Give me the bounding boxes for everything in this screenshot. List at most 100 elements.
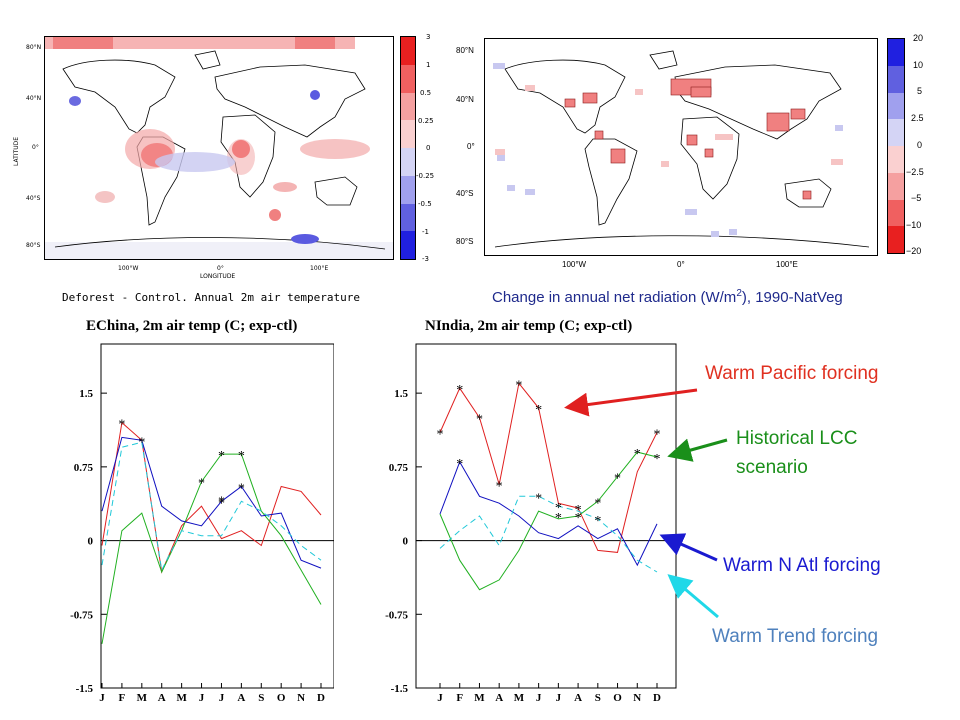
map-right-lat-tick: 0° <box>467 142 475 151</box>
lcc-label-line1: Historical LCC <box>736 428 858 449</box>
significance-star: * <box>238 482 245 497</box>
plot-frame <box>415 343 677 689</box>
y-tick-label: 0.75 <box>74 462 94 474</box>
temperature-map <box>44 36 394 260</box>
significance-star: * <box>238 449 245 464</box>
map-right-lon-tick: 0° <box>677 260 685 269</box>
x-tick-label: N <box>633 692 641 704</box>
significance-star: * <box>118 418 125 433</box>
x-tick-label: J <box>219 692 225 704</box>
x-tick-label: F <box>119 692 126 704</box>
significance-star: * <box>515 378 522 393</box>
temperature-colorbar <box>400 36 416 260</box>
significance-star: * <box>535 403 542 418</box>
series-line-green <box>101 453 322 644</box>
x-tick-label: J <box>199 692 205 704</box>
significance-star: * <box>654 452 661 467</box>
significance-star: * <box>456 383 463 398</box>
temp-cb-tick: -0.5 <box>418 200 432 208</box>
y-tick-label: -1.5 <box>391 683 409 695</box>
x-tick-label: S <box>595 692 601 704</box>
y-tick-label: -1.5 <box>76 683 94 695</box>
x-tick-label: J <box>556 692 562 704</box>
temperature-map-caption: Deforest - Control. Annual 2m air temper… <box>62 291 361 304</box>
map-left-lon-tick: 100°E <box>310 265 329 272</box>
x-tick-label: A <box>574 692 582 704</box>
map-left-xlabel: LONGITUDE <box>200 273 236 280</box>
radiation-map <box>484 38 878 256</box>
series-line-blue <box>101 436 322 569</box>
y-tick-label: 1.5 <box>79 388 93 400</box>
x-tick-label: A <box>158 692 166 704</box>
x-tick-label: D <box>653 692 661 704</box>
rad-cb-tick: 0 <box>917 140 923 150</box>
significance-star: * <box>654 427 661 442</box>
significance-star: * <box>437 427 444 442</box>
map-left-ylabel: LATITUDE <box>13 136 21 167</box>
significance-star: * <box>218 496 225 511</box>
x-tick-label: M <box>176 692 187 704</box>
nindia-chart-title: NIndia, 2m air temp (C; exp-ctl) <box>425 318 633 334</box>
natl-forcing-label: Warm N Atl forcing <box>723 555 881 576</box>
x-tick-label: N <box>297 692 305 704</box>
map-left-lat-tick: 40°N <box>26 95 42 102</box>
temp-cb-tick: 3 <box>426 33 431 41</box>
radiation-map-caption: Change in annual net radiation (W/m2), 1… <box>492 288 843 306</box>
significance-star: * <box>496 480 503 495</box>
rad-cb-tick: −10 <box>906 220 922 230</box>
map-right-lon-tick: 100°E <box>776 260 798 269</box>
significance-star: * <box>634 447 641 462</box>
y-tick-label: 1.5 <box>394 388 408 400</box>
x-tick-label: D <box>317 692 325 704</box>
rad-cb-tick: 10 <box>913 60 924 70</box>
significance-star: * <box>555 511 562 526</box>
y-tick-label: 0.75 <box>389 462 409 474</box>
significance-star: * <box>198 477 205 492</box>
y-tick-label: -0.75 <box>385 609 408 621</box>
rad-cb-tick: −20 <box>906 246 922 256</box>
temperature-map-graphic <box>45 37 393 259</box>
rad-cb-tick: 2.5 <box>911 113 924 123</box>
map-right-lat-tick: 80°S <box>456 237 474 246</box>
echina-line-chart: 1.50.750-0.75-1.5J F M A M J J A S O N D**** **** <box>70 343 334 704</box>
radiation-map-graphic <box>493 50 870 248</box>
temp-cb-tick: 0.25 <box>418 117 434 125</box>
x-tick-label: O <box>277 692 286 704</box>
temp-cb-tick: -0.25 <box>416 172 435 180</box>
series-line-blue <box>439 460 658 567</box>
lcc-arrow <box>667 438 728 462</box>
significance-star: * <box>535 491 542 506</box>
nindia-line-chart: 1.50.750-0.75-1.5J F M A M J J A S O N D********* **… <box>385 343 677 704</box>
series-line-red <box>439 382 658 553</box>
plot-frame <box>100 343 334 689</box>
temp-cb-tick: 0 <box>426 144 431 152</box>
radiation-colorbar <box>887 38 905 254</box>
map-right-lat-tick: 40°S <box>456 189 474 198</box>
x-tick-label: A <box>495 692 503 704</box>
x-tick-label: J <box>536 692 542 704</box>
significance-star: * <box>218 494 225 509</box>
map-left-lat-tick: 0° <box>32 144 39 151</box>
x-tick-label: M <box>514 692 525 704</box>
y-tick-label: 0 <box>403 536 409 548</box>
map-left-lat-tick: 80°S <box>26 242 41 249</box>
temp-cb-tick: -3 <box>422 255 429 263</box>
y-tick-label: -0.75 <box>70 609 93 621</box>
significance-star: * <box>614 472 621 487</box>
rad-cb-tick: −5 <box>911 193 922 203</box>
significance-star: * <box>138 435 145 450</box>
x-tick-label: J <box>437 692 443 704</box>
rad-cb-tick: 5 <box>917 86 923 96</box>
significance-star: * <box>594 496 601 511</box>
map-right-lat-tick: 40°N <box>456 95 474 104</box>
trend-forcing-label: Warm Trend forcing <box>712 626 879 647</box>
significance-star: * <box>476 413 483 428</box>
series-line-cyan <box>101 441 322 572</box>
map-right-lon-tick: 100°W <box>562 260 587 269</box>
map-left-lat-tick: 80°N <box>26 44 42 51</box>
x-tick-label: M <box>137 692 148 704</box>
rad-cb-tick: 20 <box>913 33 924 43</box>
map-left-lon-tick: 0° <box>217 265 224 272</box>
lcc-label-line2: scenario <box>736 457 808 478</box>
significance-star: * <box>575 503 582 518</box>
